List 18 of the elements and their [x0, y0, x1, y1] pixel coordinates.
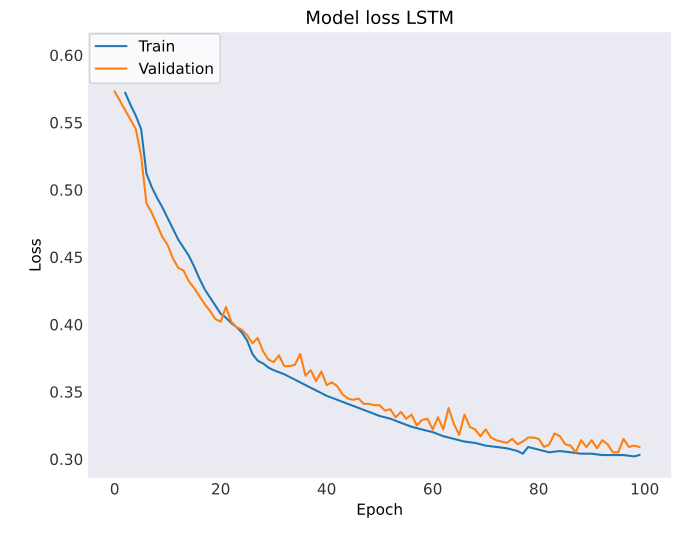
y-tick-label: 0.50 — [50, 184, 82, 196]
x-tick-label: 80 — [530, 483, 548, 495]
y-tick-label: 0.60 — [50, 50, 82, 62]
x-tick-label: 60 — [424, 483, 442, 495]
y-tick-label: 0.40 — [50, 318, 82, 330]
x-tick-label: 40 — [318, 483, 336, 495]
chart-title: Model loss LSTM — [307, 10, 452, 24]
y-tick-label: 0.45 — [50, 252, 82, 264]
legend-label: Train — [138, 40, 174, 52]
y-tick-label: 0.30 — [50, 454, 82, 466]
x-tick-label: 100 — [632, 483, 658, 495]
y-tick-label: 0.55 — [50, 116, 82, 128]
y-tick-label: 0.35 — [50, 386, 82, 398]
y-axis-title: Loss — [29, 239, 41, 270]
legend-label: Validation — [138, 62, 213, 74]
x-axis-title: Epoch — [358, 503, 402, 518]
x-tick-label: 0 — [110, 483, 118, 495]
x-tick-label: 20 — [212, 483, 230, 495]
